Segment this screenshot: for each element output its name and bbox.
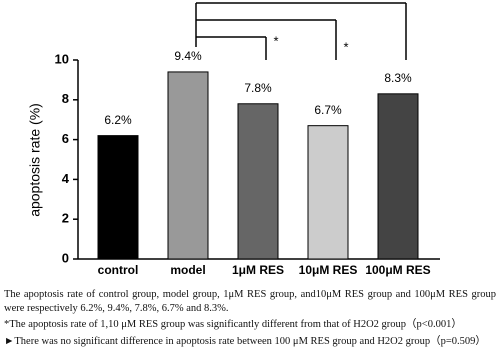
caption: *The apoptosis rate of 1,10 μM RES group… [4, 319, 462, 330]
x-tick-label: 10μM RES [299, 263, 358, 277]
bar [237, 103, 279, 260]
y-tick-label: 2 [62, 211, 69, 226]
y-tick-label: 8 [62, 91, 69, 106]
x-tick-label: 1μM RES [232, 263, 284, 277]
value-label: 6.7% [314, 103, 342, 117]
y-tick-label: 0 [62, 250, 69, 265]
value-label: 7.8% [244, 81, 272, 95]
bar [307, 125, 349, 260]
chart: apoptosis rate (%) 0 2 4 6 8 10 control 6.2% mod… [27, 2, 440, 277]
caption: The apoptosis rate of control group, mod… [4, 289, 496, 314]
significance-mark: * [343, 39, 348, 54]
bar [167, 71, 209, 260]
y-tick-label: 6 [62, 131, 69, 146]
significance-mark: * [273, 33, 278, 48]
y-tick-label: 10 [55, 51, 69, 66]
bar [377, 93, 419, 260]
value-label: 6.2% [104, 113, 132, 127]
y-tick-label: 4 [62, 171, 70, 186]
caption: ►There was no significant difference in … [4, 336, 486, 347]
x-tick-label: control [98, 263, 139, 277]
value-label: 9.4% [174, 49, 202, 63]
y-axis-label: apoptosis rate (%) [27, 103, 43, 217]
bar [97, 135, 139, 260]
x-tick-label: model [170, 263, 205, 277]
x-tick-label: 100μM RES [365, 263, 430, 277]
value-label: 8.3% [384, 71, 412, 85]
